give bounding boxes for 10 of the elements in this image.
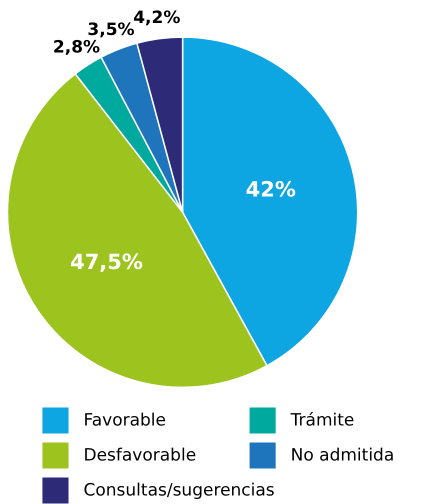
data-label: 2,8% [52, 37, 100, 58]
data-label: 42% [246, 178, 296, 202]
legend-label: Trámite [290, 410, 354, 430]
data-label: 3,5% [87, 20, 135, 40]
legend-label: Consultas/sugerencias [84, 480, 275, 500]
legend-label: No admitida [290, 446, 394, 466]
data-label: 4,2% [133, 8, 180, 28]
data-label: 47,5% [70, 250, 143, 274]
legend-label: Favorable [84, 410, 166, 430]
legend-label: Desfavorable [84, 446, 196, 466]
